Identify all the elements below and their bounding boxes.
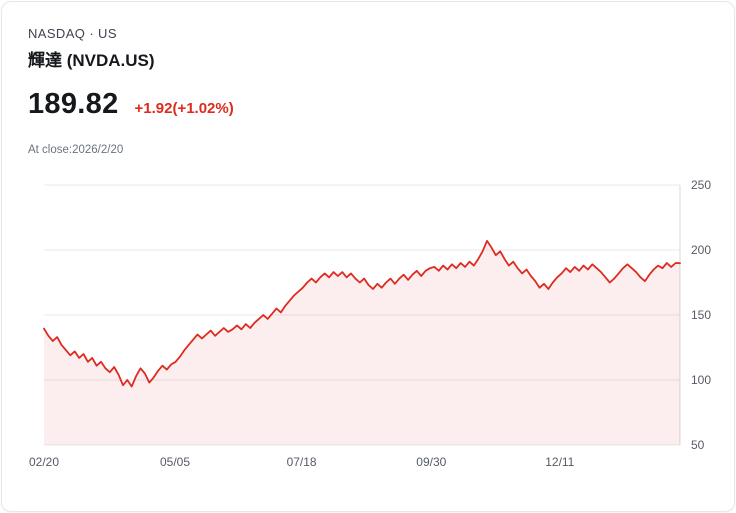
y-tick-label: 150 bbox=[691, 308, 711, 322]
y-tick-label: 200 bbox=[691, 243, 711, 257]
price-chart[interactable]: 50 100 150 200 250 02/20 05/05 07/18 09/30 12/11 bbox=[2, 160, 736, 490]
x-tick-label: 07/18 bbox=[287, 455, 317, 469]
y-tick-label: 100 bbox=[691, 373, 711, 387]
x-tick-label: 02/20 bbox=[29, 455, 59, 469]
price-change: +1.92(+1.02%) bbox=[134, 100, 234, 117]
price-chart-svg: 50 100 150 200 250 02/20 05/05 07/18 09/30 12/11 bbox=[29, 178, 711, 469]
x-tick-label: 09/30 bbox=[416, 455, 446, 469]
as-of-timestamp: At close:2026/2/20 bbox=[28, 144, 124, 156]
exchange-region-label: NASDAQ · US bbox=[28, 26, 117, 41]
price-row: 189.82 +1.92(+1.02%) bbox=[28, 88, 234, 121]
y-tick-label: 50 bbox=[691, 438, 705, 452]
x-tick-label: 05/05 bbox=[160, 455, 190, 469]
y-tick-label: 250 bbox=[691, 178, 711, 192]
stock-name: 輝達 (NVDA.US) bbox=[28, 51, 155, 70]
last-price: 189.82 bbox=[28, 88, 119, 120]
area-fill bbox=[44, 240, 680, 445]
x-tick-label: 12/11 bbox=[545, 455, 574, 469]
price-line bbox=[43, 240, 681, 388]
